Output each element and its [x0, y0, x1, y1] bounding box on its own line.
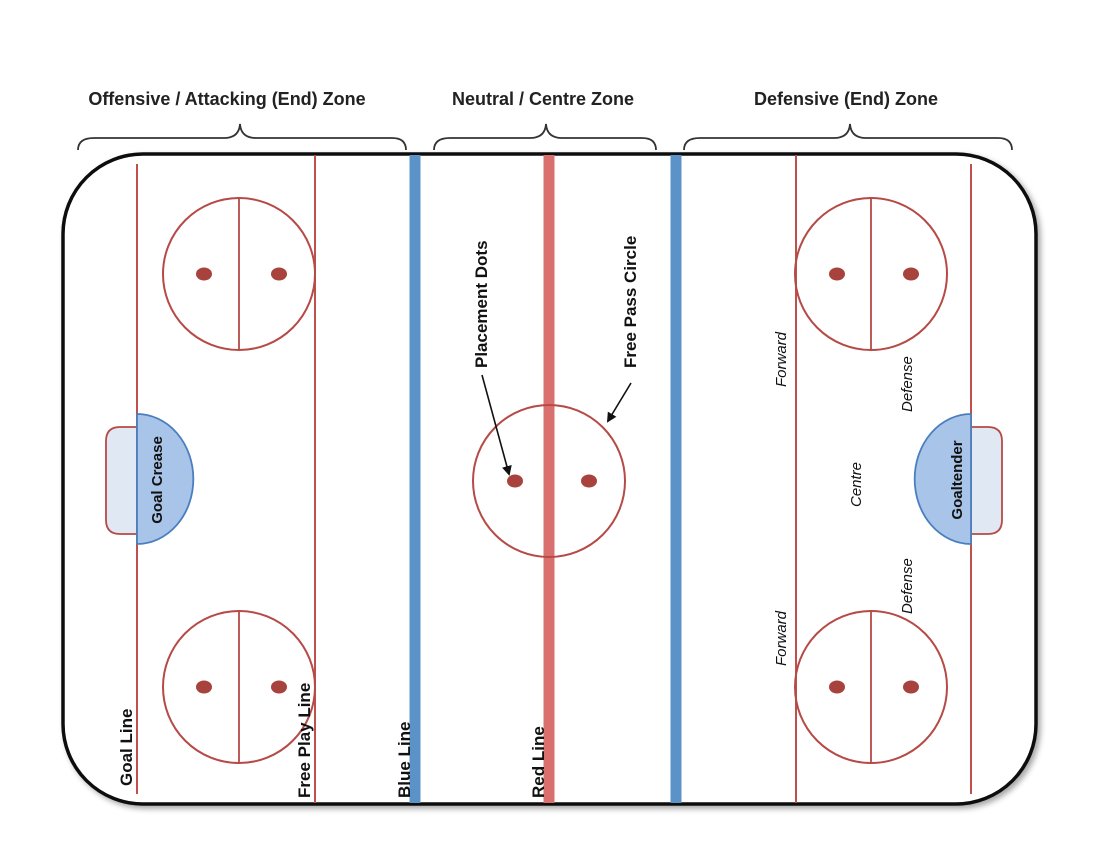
faceoff-circle-right-top	[794, 197, 948, 351]
goaltender-label: Goaltender	[949, 440, 966, 519]
placement-dot	[271, 680, 287, 694]
defensive-zone-brace	[683, 123, 1013, 151]
placement-dot	[581, 474, 597, 488]
faceoff-circle-left-top	[162, 197, 316, 351]
placement-dot	[196, 267, 212, 281]
neutral-zone-brace	[433, 123, 657, 151]
placement-dot	[196, 680, 212, 694]
offensive-zone-label: Offensive / Attacking (End) Zone	[88, 89, 365, 109]
placement-dot	[271, 267, 287, 281]
placement-dot	[903, 267, 919, 281]
blue-line-label: Blue Line	[395, 721, 414, 798]
placement-dot	[507, 474, 523, 488]
forward-label-top: Forward	[773, 331, 790, 387]
defensive-zone-label: Defensive (End) Zone	[754, 89, 938, 109]
defense-label-top: Defense	[899, 356, 916, 412]
placement-dots-label: Placement Dots	[472, 240, 491, 368]
goal-crease-left: Goal Crease	[105, 413, 195, 545]
free-pass-circle-label: Free Pass Circle	[621, 236, 640, 368]
placement-dot	[829, 680, 845, 694]
goal-crease-label: Goal Crease	[149, 436, 166, 524]
red-line-label: Red Line	[529, 726, 548, 798]
faceoff-circle-left-bottom	[162, 610, 316, 764]
defense-label-bottom: Defense	[899, 558, 916, 614]
goal-line-label: Goal Line	[117, 709, 136, 786]
centre-label: Centre	[848, 462, 865, 507]
free-play-line-label: Free Play Line	[295, 683, 314, 798]
forward-label-bottom: Forward	[773, 610, 790, 666]
placement-dots-arrow	[481, 374, 512, 476]
free-pass-circle	[472, 404, 626, 558]
goal-crease-right: Goaltender	[913, 413, 1003, 545]
offensive-zone-brace	[77, 123, 407, 151]
neutral-zone-label: Neutral / Centre Zone	[452, 89, 634, 109]
placement-dot	[829, 267, 845, 281]
placement-dot	[903, 680, 919, 694]
free-pass-circle-arrow	[606, 382, 632, 423]
faceoff-circle-right-bottom	[794, 610, 948, 764]
